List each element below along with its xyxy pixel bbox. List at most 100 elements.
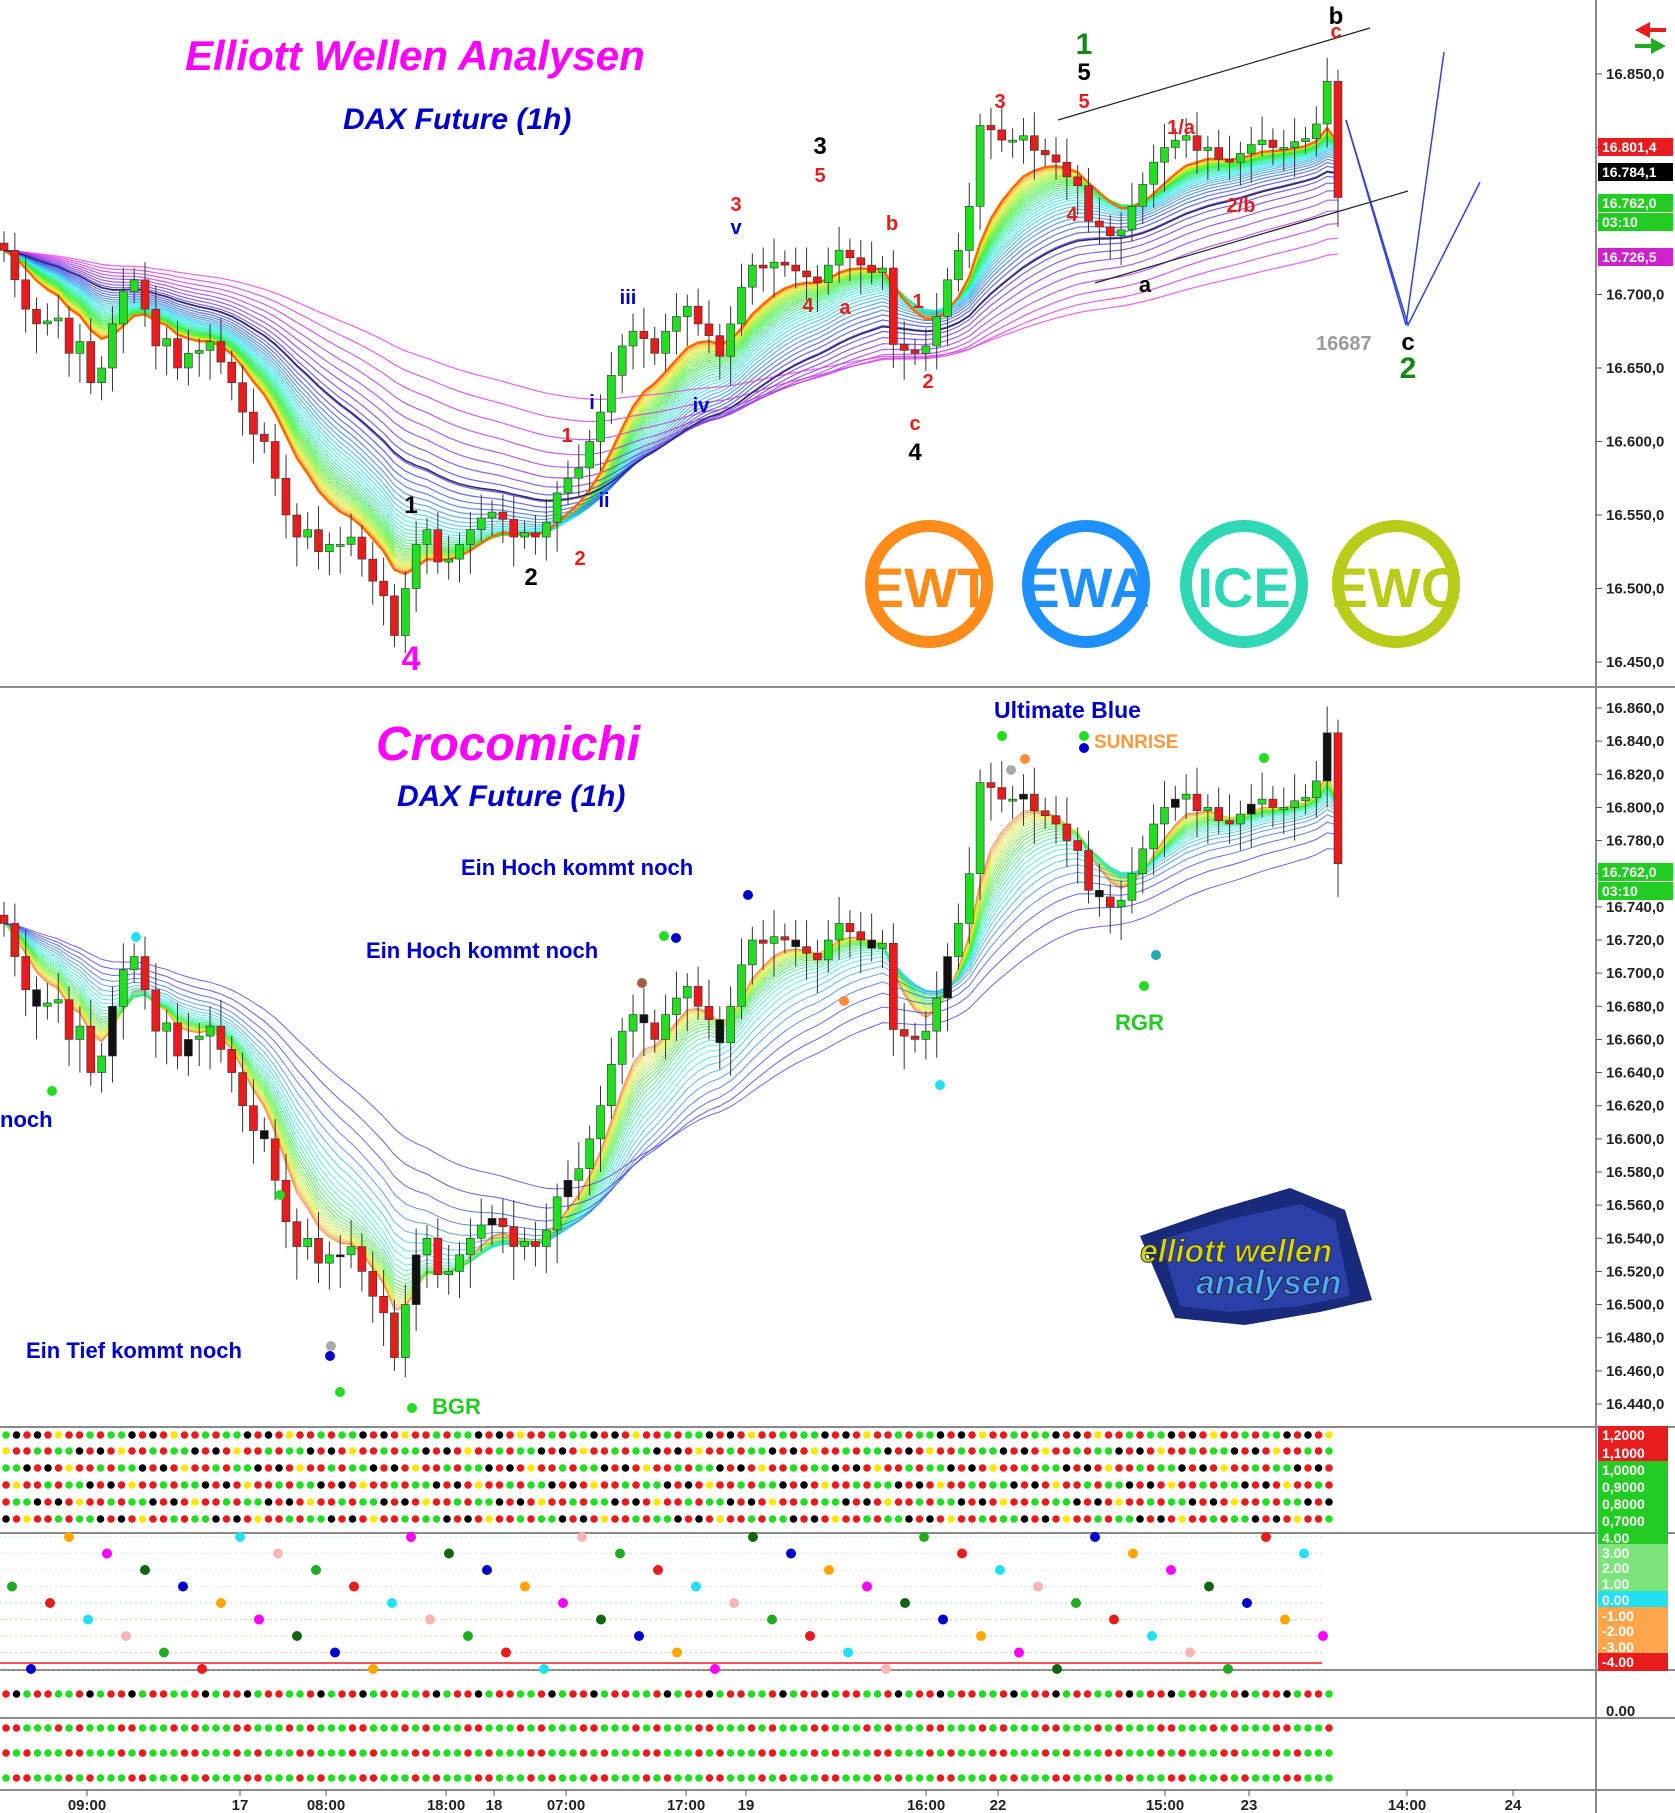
oscillator-dot <box>292 1631 302 1641</box>
indicator-dot <box>1251 1447 1260 1455</box>
indicator-dot <box>359 1498 367 1506</box>
indicator-dot <box>989 1447 997 1455</box>
candle-body <box>531 1241 540 1247</box>
y-tick-label: 16.780,0 <box>1606 833 1664 850</box>
indicator-dot <box>600 1464 609 1472</box>
indicator-dot <box>506 1724 514 1732</box>
indicator-dot <box>485 1724 493 1732</box>
indicator-dot <box>33 1515 42 1523</box>
indicator-dot <box>107 1690 115 1698</box>
candle-body <box>639 1014 649 1024</box>
ribbon-line <box>3 804 1339 1245</box>
indicator-dot <box>138 1431 147 1439</box>
indicator-dot <box>579 1498 588 1506</box>
indicator-dot <box>527 1724 535 1732</box>
indicator-dot <box>495 1515 504 1523</box>
indicator-dot <box>768 1515 777 1523</box>
candle-body <box>400 1304 410 1358</box>
indicator-dot <box>1304 1481 1312 1489</box>
indicator-dot <box>905 1481 913 1489</box>
indicator-dot <box>128 1431 136 1439</box>
badge-ewt: EWT <box>865 520 993 648</box>
indicator-dot <box>926 1690 934 1698</box>
indicator-dot <box>1188 1481 1197 1489</box>
indicator-dot <box>863 1774 871 1782</box>
indicator-dot <box>1199 1464 1207 1472</box>
indicator-dot <box>254 1498 262 1506</box>
indicator-2-tags: 4.003.002.001.000.00-1.00-2.00-3.00-4.00 <box>1598 1529 1668 1671</box>
indicator-dot <box>191 1464 199 1472</box>
candle-body <box>129 956 139 971</box>
indicator-dot <box>243 1464 252 1472</box>
indicator-dot <box>999 1724 1008 1732</box>
indicator-dot <box>1304 1690 1312 1698</box>
indicator-dot <box>579 1690 588 1698</box>
candle-body <box>379 1295 388 1314</box>
indicator-dot <box>1188 1690 1197 1698</box>
indicator-dot <box>747 1724 756 1732</box>
refresh-arrows-icon[interactable] <box>1635 22 1666 54</box>
indicator-dot <box>1115 1749 1123 1757</box>
indicator-dot <box>1052 1724 1060 1732</box>
x-tick-label: 17:00 <box>667 1797 705 1813</box>
indicator-dot <box>159 1498 168 1506</box>
indicator-dot <box>590 1447 598 1455</box>
candle-body <box>238 382 247 413</box>
indicator-dot <box>96 1447 105 1455</box>
indicator-dot <box>1178 1498 1186 1506</box>
logo-text-2: analysen <box>1196 1264 1342 1302</box>
indicator-dot <box>810 1774 819 1782</box>
indicator-dot <box>1241 1464 1249 1472</box>
indicator-dot <box>684 1515 693 1523</box>
ribbon-line <box>3 800 1339 1251</box>
candle-body <box>954 923 963 957</box>
indicator-dot <box>243 1774 252 1782</box>
indicator-dot <box>642 1481 651 1489</box>
indicator-dot <box>1220 1431 1228 1439</box>
ribbon-line <box>3 147 1339 531</box>
indicator-dot <box>915 1724 924 1732</box>
candle-body <box>509 1226 519 1247</box>
indicator-dot <box>863 1724 871 1732</box>
ribbon-line <box>3 199 1339 468</box>
indicator-dot <box>506 1749 514 1757</box>
oscillator-dot <box>1204 1581 1214 1592</box>
indicator-dot <box>506 1515 514 1523</box>
price-tag-bg <box>1598 1559 1668 1577</box>
candle-body <box>1127 873 1137 901</box>
indicator-dot <box>779 1498 787 1506</box>
y-tick-label: 16.540,0 <box>1606 1230 1664 1247</box>
indicator-dot <box>968 1515 976 1523</box>
indicator-dot <box>1010 1464 1018 1472</box>
indicator-dot <box>474 1749 483 1757</box>
indicator-dot <box>338 1481 346 1489</box>
indicator-dot <box>243 1724 252 1732</box>
indicator-dot <box>254 1690 262 1698</box>
indicator-dot <box>380 1749 388 1757</box>
indicator-dot <box>23 1498 31 1506</box>
indicator-dot <box>968 1749 976 1757</box>
indicator-dot <box>653 1447 661 1455</box>
candle-body <box>878 267 887 273</box>
indicator-dot <box>128 1447 136 1455</box>
indicator-dot <box>327 1464 336 1472</box>
indicator-dot <box>317 1498 325 1506</box>
price-tag-bg <box>1598 1495 1668 1513</box>
x-tick-label: 08:00 <box>307 1797 345 1813</box>
indicator-dot <box>947 1464 955 1472</box>
price-tag-bg <box>1598 863 1673 881</box>
indicator-dot <box>285 1498 294 1506</box>
oscillator-dot <box>159 1647 169 1658</box>
indicator-dot <box>54 1774 63 1782</box>
candle-body <box>1333 732 1343 865</box>
candle-body <box>162 338 171 347</box>
indicator-dot <box>1094 1774 1102 1782</box>
price-tag-bg <box>1598 194 1673 212</box>
y-tick-label: 16.600,0 <box>1606 1131 1664 1148</box>
indicator-dot <box>1020 1774 1029 1782</box>
indicator-dot <box>789 1774 798 1782</box>
indicator-dot <box>779 1431 787 1439</box>
indicator-dot <box>936 1724 945 1732</box>
indicator-dot <box>905 1515 913 1523</box>
indicator-dot <box>632 1447 640 1455</box>
